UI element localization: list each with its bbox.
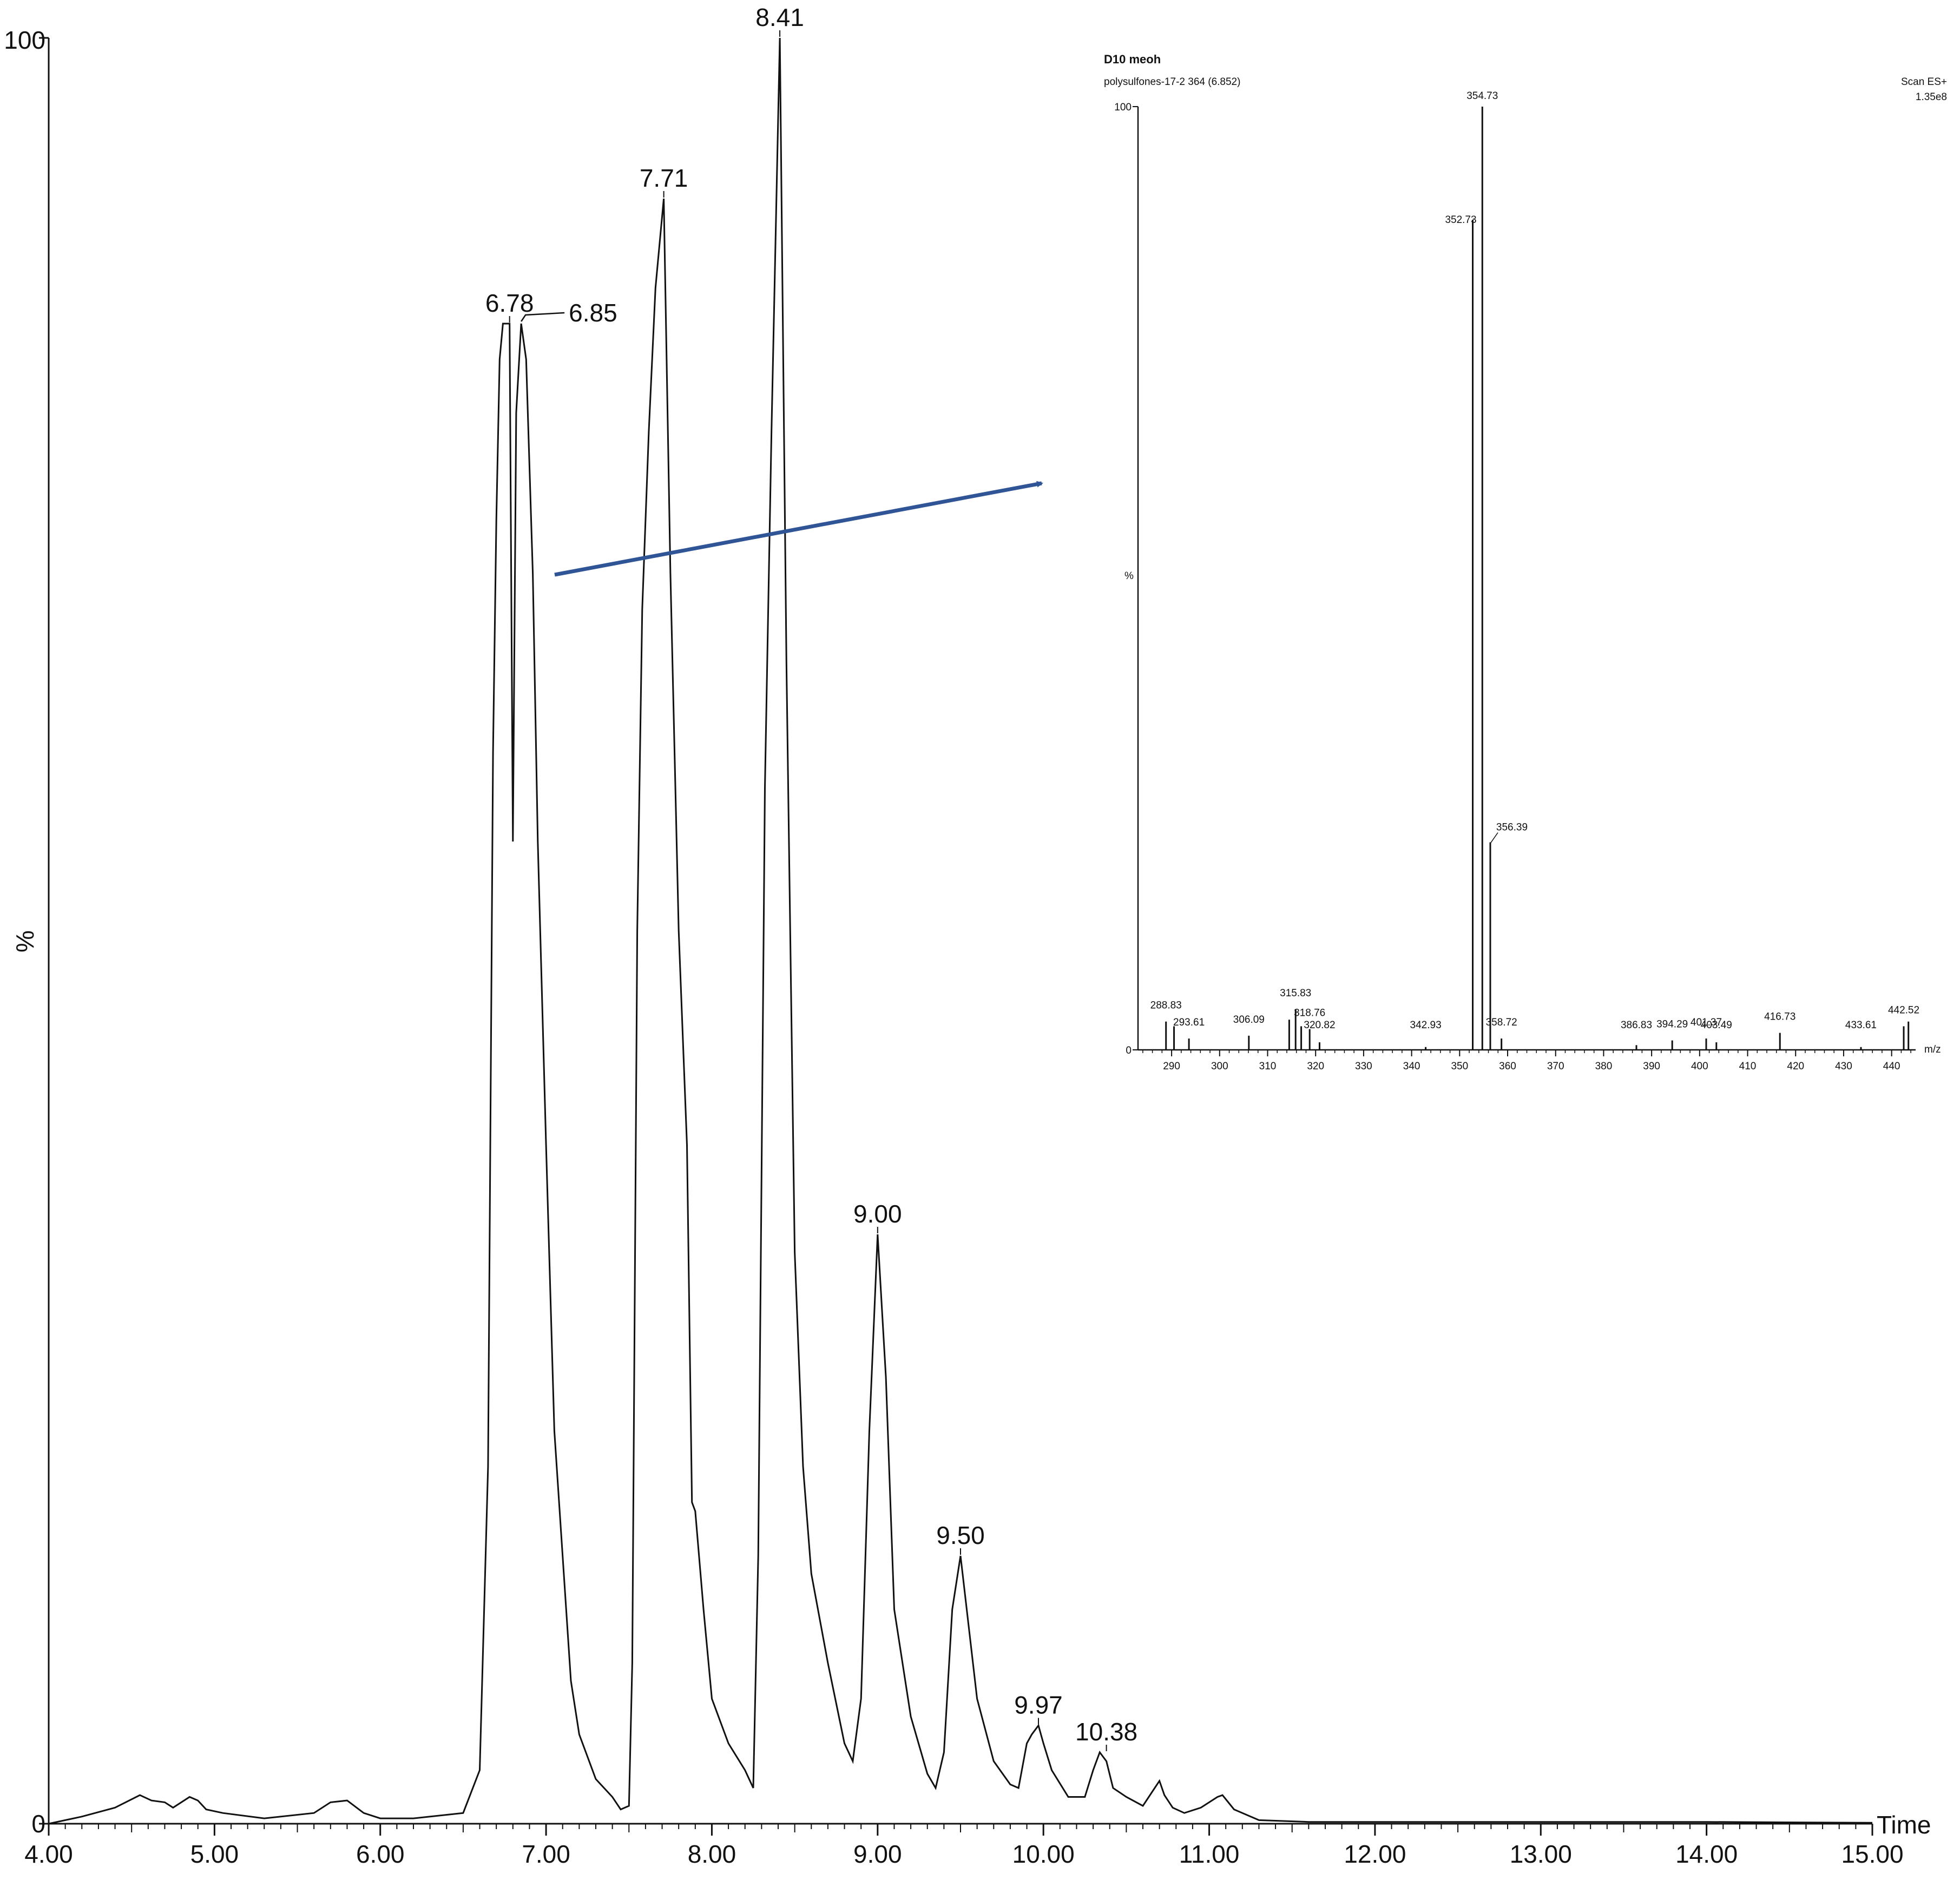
inset-x-tick-label: 290 <box>1163 1061 1180 1072</box>
main-x-ticks: 4.00 5.00 6.00 7.00 8.00 9.00 10.00 11.00 12.00 1… <box>24 1824 1904 1868</box>
inset-peak-label: 394.29 <box>1656 1019 1688 1030</box>
inset-peak-label: 306.09 <box>1233 1014 1265 1026</box>
inset-scan-label: Scan ES+ <box>1901 76 1947 88</box>
inset-peak-label: 386.83 <box>1621 1020 1652 1031</box>
inset-mass-spectrum: D10 meoh polysulfones-17-2 364 (6.852) S… <box>1104 52 1947 1072</box>
inset-peak-label: 358.72 <box>1486 1017 1517 1028</box>
peak-label-leader <box>521 312 565 322</box>
inset-y-ticks: 0 100 <box>1114 102 1138 1056</box>
inset-scan-intensity: 1.35e8 <box>1916 91 1947 103</box>
inset-x-tick-label: 370 <box>1547 1061 1564 1072</box>
inset-x-tick-label: 360 <box>1499 1061 1516 1072</box>
inset-peak-label: 293.61 <box>1173 1017 1205 1028</box>
inset-x-tick-label: 340 <box>1403 1061 1420 1072</box>
inset-peak-label: 354.73 <box>1466 90 1498 102</box>
inset-x-tick-label: 350 <box>1451 1061 1468 1072</box>
inset-x-tick-label: 420 <box>1787 1061 1804 1072</box>
main-y-ticks: 0 100 <box>4 26 49 1838</box>
main-x-tick-label: 6.00 <box>356 1840 405 1868</box>
inset-peak-label: 320.82 <box>1304 1020 1335 1031</box>
main-peak-label: 9.00 <box>853 1200 902 1228</box>
main-peak-label: 6.85 <box>569 299 617 327</box>
main-peak-label: 7.71 <box>640 164 688 192</box>
inset-peak-label: 352.73 <box>1445 214 1476 226</box>
inset-x-ticks: 290 300 310 320 330 340 350 360 370 380 390 400 410 4… <box>1142 1050 1911 1072</box>
main-x-tick-label: 11.00 <box>1179 1840 1240 1868</box>
inset-title: D10 meoh <box>1104 52 1161 66</box>
main-x-tick-label: 13.00 <box>1510 1840 1572 1868</box>
inset-y-axis-label: % <box>1124 570 1134 582</box>
main-x-tick-label: 12.00 <box>1344 1840 1406 1868</box>
inset-x-tick-label: 430 <box>1835 1061 1852 1072</box>
inset-y-tick-label: 0 <box>1126 1045 1132 1056</box>
main-x-tick-label: 10.00 <box>1012 1840 1075 1868</box>
inset-x-tick-label: 380 <box>1595 1061 1613 1072</box>
main-x-axis-label: Time <box>1877 1811 1931 1839</box>
inset-peak-label: 433.61 <box>1845 1020 1877 1031</box>
inset-label-leader <box>1490 832 1498 844</box>
inset-x-tick-label: 400 <box>1691 1061 1708 1072</box>
main-x-tick-label: 14.00 <box>1675 1840 1738 1868</box>
inset-peak-label: 342.93 <box>1410 1020 1442 1031</box>
main-x-tick-label: 15.00 <box>1841 1840 1903 1868</box>
main-x-tick-label: 9.00 <box>853 1840 902 1868</box>
inset-peak-label: 403.49 <box>1701 1020 1732 1031</box>
inset-x-tick-label: 300 <box>1211 1061 1228 1072</box>
main-x-tick-label: 8.00 <box>688 1840 736 1868</box>
inset-peak-label: 401.37 <box>1691 1017 1722 1028</box>
pointer-arrow <box>554 481 1043 577</box>
main-y-tick-label: 100 <box>4 26 45 54</box>
main-y-tick-label: 0 <box>31 1810 45 1838</box>
inset-x-tick-label: 390 <box>1643 1061 1660 1072</box>
main-x-tick-label: 5.00 <box>190 1840 239 1868</box>
main-peak-label: 9.50 <box>936 1521 985 1549</box>
inset-peak-label: 356.39 <box>1496 822 1528 833</box>
main-peak-label: 9.97 <box>1014 1691 1063 1719</box>
inset-subtitle: polysulfones-17-2 364 (6.852) <box>1104 76 1240 88</box>
main-peak-label: 6.78 <box>485 289 534 317</box>
inset-y-tick-label: 100 <box>1114 102 1132 113</box>
inset-x-tick-label: 310 <box>1259 1061 1277 1072</box>
inset-bars <box>1165 107 1910 1050</box>
inset-x-tick-label: 320 <box>1307 1061 1324 1072</box>
inset-x-tick-label: 440 <box>1883 1061 1900 1072</box>
main-peak-label: 10.38 <box>1075 1718 1137 1746</box>
main-chromatogram: 4.00 5.00 6.00 7.00 8.00 9.00 10.00 11.00 12.00 1… <box>4 3 1931 1868</box>
main-peak-labels: 6.78 6.85 7.71 8.41 9.00 9.50 9.97 10.38 <box>485 3 1137 1751</box>
inset-x-tick-label: 330 <box>1355 1061 1372 1072</box>
inset-peak-label: 288.83 <box>1150 1000 1182 1011</box>
main-y-axis-label: % <box>11 930 39 952</box>
inset-x-tick-label: 410 <box>1739 1061 1757 1072</box>
main-x-tick-label: 4.00 <box>24 1840 73 1868</box>
inset-peak-label: 442.52 <box>1888 1004 1919 1016</box>
chromatogram-trace <box>48 37 1873 1825</box>
main-x-tick-label: 7.00 <box>522 1840 570 1868</box>
inset-peak-label: 315.83 <box>1280 988 1311 999</box>
inset-peak-label: 318.76 <box>1294 1008 1325 1019</box>
inset-peak-label: 416.73 <box>1764 1011 1795 1023</box>
main-peak-label: 8.41 <box>755 3 804 31</box>
inset-x-axis-label: m/z <box>1924 1044 1941 1055</box>
